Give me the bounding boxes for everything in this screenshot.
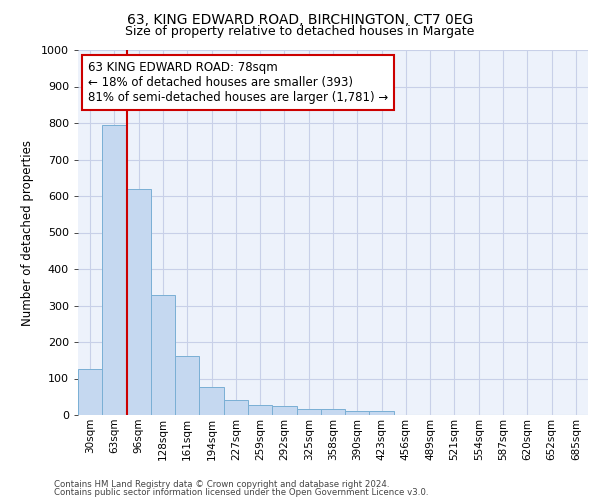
Text: Size of property relative to detached houses in Margate: Size of property relative to detached ho… bbox=[125, 25, 475, 38]
Bar bbox=[224, 400, 248, 415]
Bar bbox=[127, 188, 151, 415]
Bar bbox=[370, 412, 394, 415]
Text: 63 KING EDWARD ROAD: 78sqm
← 18% of detached houses are smaller (393)
81% of sem: 63 KING EDWARD ROAD: 78sqm ← 18% of deta… bbox=[88, 61, 388, 104]
Text: Contains HM Land Registry data © Crown copyright and database right 2024.: Contains HM Land Registry data © Crown c… bbox=[54, 480, 389, 489]
Bar bbox=[345, 412, 370, 415]
Text: 63, KING EDWARD ROAD, BIRCHINGTON, CT7 0EG: 63, KING EDWARD ROAD, BIRCHINGTON, CT7 0… bbox=[127, 12, 473, 26]
Text: Contains public sector information licensed under the Open Government Licence v3: Contains public sector information licen… bbox=[54, 488, 428, 497]
Bar bbox=[78, 370, 102, 415]
Y-axis label: Number of detached properties: Number of detached properties bbox=[21, 140, 34, 326]
Bar bbox=[175, 356, 199, 415]
Bar bbox=[199, 386, 224, 415]
Bar bbox=[248, 405, 272, 415]
Bar bbox=[151, 294, 175, 415]
Bar bbox=[296, 409, 321, 415]
Bar bbox=[102, 125, 127, 415]
Bar bbox=[272, 406, 296, 415]
Bar bbox=[321, 409, 345, 415]
